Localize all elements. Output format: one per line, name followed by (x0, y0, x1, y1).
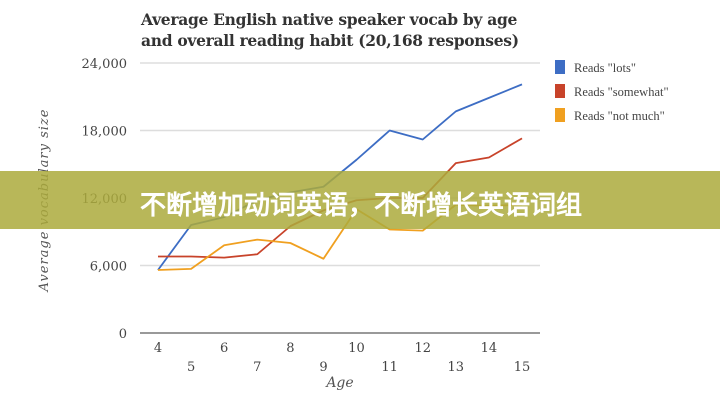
x-tick-label: 14 (481, 341, 498, 356)
legend-swatch (555, 84, 565, 98)
y-tick-label: 0 (119, 327, 127, 342)
chart-title-line-1: Average English native speaker vocab by … (141, 10, 518, 29)
x-tick-label: 11 (381, 360, 398, 375)
x-tick-label: 4 (154, 341, 162, 356)
x-tick-label: 12 (414, 341, 431, 356)
caption-banner (0, 171, 720, 229)
chart-title-line-2: and overall reading habit (20,168 respon… (141, 31, 519, 50)
x-tick-label: 6 (220, 341, 228, 356)
legend-swatch (555, 60, 565, 74)
x-tick-label: 8 (286, 341, 294, 356)
legend-label: Reads "lots" (574, 61, 636, 75)
legend-swatch (555, 108, 565, 122)
y-tick-label: 18,000 (82, 125, 128, 140)
caption-text: 不断增加动词英语，不断增长英语词组 (140, 191, 583, 221)
y-tick-label: 24,000 (82, 57, 128, 72)
x-tick-label: 15 (514, 360, 531, 375)
x-tick-label: 13 (448, 360, 465, 375)
legend-label: Reads "not much" (574, 109, 665, 123)
x-tick-label: 9 (319, 360, 327, 375)
x-axis-label: Age (324, 375, 353, 391)
x-tick-label: 7 (253, 360, 261, 375)
x-tick-label: 5 (187, 360, 195, 375)
chart-title: Average English native speaker vocab by … (141, 9, 519, 51)
y-tick-label: 6,000 (90, 260, 127, 275)
x-tick-label: 10 (348, 341, 365, 356)
legend-label: Reads "somewhat" (574, 85, 669, 99)
